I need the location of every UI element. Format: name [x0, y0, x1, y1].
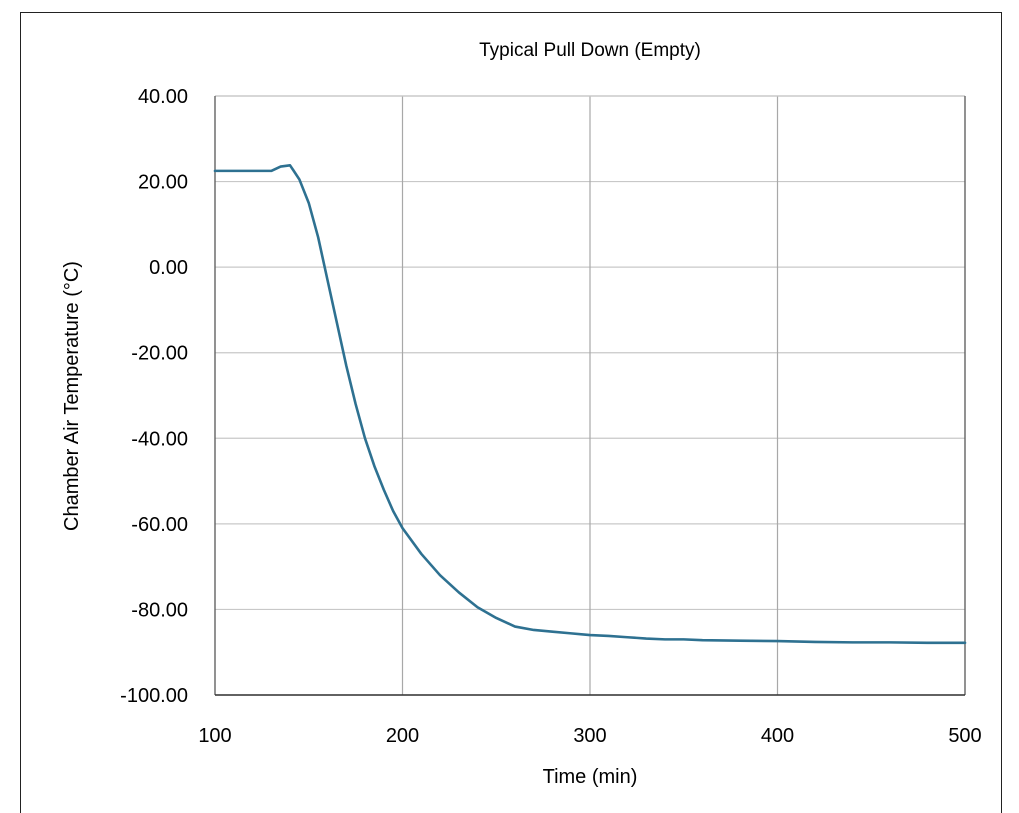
x-axis-label: Time (min) — [543, 766, 638, 788]
y-tick-label: -80.00 — [131, 599, 188, 621]
x-axis: 100 200 300 400 500 — [198, 725, 981, 747]
chart-frame — [20, 12, 1002, 813]
y-tick-label: -40.00 — [131, 428, 188, 450]
series-layer — [213, 164, 967, 645]
y-tick-label: 0.00 — [149, 257, 188, 279]
x-tick-label: 500 — [948, 725, 981, 747]
y-axis-label: Chamber Air Temperature (°C) — [61, 261, 83, 531]
plot-area — [214, 95, 966, 696]
x-tick-label: 300 — [573, 725, 606, 747]
y-tick-label: 20.00 — [138, 172, 188, 194]
x-tick-label: 400 — [761, 725, 794, 747]
series-line-0 — [213, 164, 967, 645]
chart-title: Typical Pull Down (Empty) — [479, 40, 701, 61]
y-tick-label: 40.00 — [138, 86, 188, 108]
x-tick-label: 100 — [198, 725, 231, 747]
grid — [214, 95, 966, 696]
y-tick-label: -100.00 — [120, 685, 188, 707]
x-tick-label: 200 — [386, 725, 419, 747]
y-tick-label: -20.00 — [131, 343, 188, 365]
y-tick-label: -60.00 — [131, 514, 188, 536]
y-axis: 40.00 20.00 0.00 -20.00 -40.00 -60.00 -80.00 -1… — [120, 86, 188, 707]
